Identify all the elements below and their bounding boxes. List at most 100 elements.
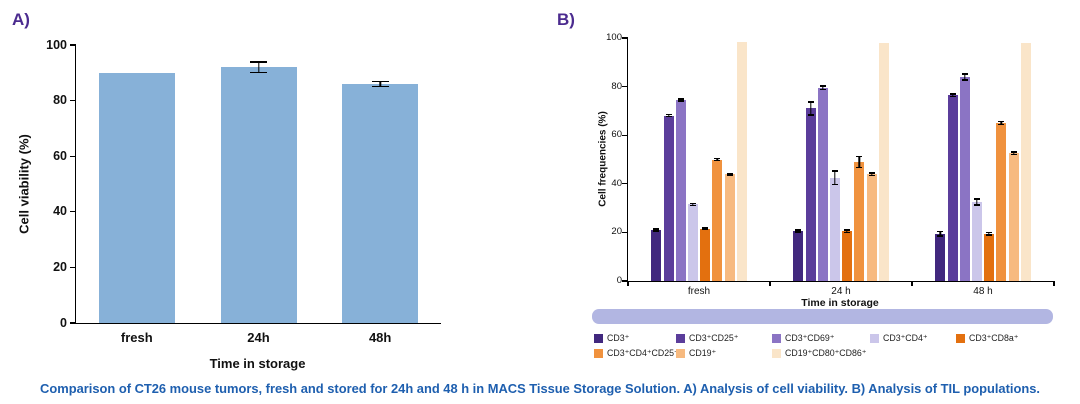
y-axis-tick-label: 100 [606, 32, 622, 43]
legend-item: CD19⁺ [676, 347, 772, 360]
error-bar-line [679, 98, 682, 102]
legend-label: CD19⁺ [689, 348, 717, 358]
error-bar-cap [371, 85, 389, 87]
error-bar-line [988, 231, 990, 236]
error-bar-line [858, 155, 860, 168]
y-axis-tick-label: 0 [616, 275, 622, 286]
y-axis-tick [70, 155, 76, 157]
y-axis-tick-label: 40 [611, 177, 622, 189]
error-bar [868, 172, 875, 176]
legend-swatch [870, 334, 879, 343]
error-bar-cap [998, 123, 1005, 125]
frequency-bar [971, 202, 982, 281]
x-category-label: 24 h [831, 286, 851, 297]
error-bar-cap [868, 172, 875, 174]
legend-label: CD3⁺CD4⁺CD25⁺ [607, 348, 679, 358]
legend-item: CD19⁺CD80⁺CD86⁺ [772, 347, 870, 360]
legend-label: CD3⁺CD8a⁺ [969, 333, 1019, 343]
x-category-label: 24h [247, 330, 270, 345]
error-bar-line [716, 158, 718, 161]
legend-label: CD3⁺CD25⁺ [689, 333, 739, 343]
frequency-bar [1020, 42, 1031, 281]
y-axis-tick [622, 183, 628, 185]
error-bar-cap [973, 198, 980, 200]
error-bar [653, 228, 660, 232]
frequencies-y-axis-label: Cell frequencies (%) [597, 111, 609, 207]
frequency-bar [817, 87, 828, 281]
frequency-bar [1008, 153, 1019, 281]
error-bar-cap [844, 231, 851, 234]
viability-chart: 0 20 40 60 80 100 fresh 24h 48h [46, 38, 441, 345]
frequency-bar [842, 231, 853, 281]
frequency-bar [829, 177, 840, 281]
error-bar-cap [714, 158, 721, 160]
y-axis-tick [622, 231, 628, 234]
error-bar [986, 231, 993, 236]
error-bar-cap [689, 202, 696, 205]
error-bar [665, 114, 672, 118]
viability-x-axis-label: Time in storage [209, 356, 306, 371]
error-bar-line [797, 229, 799, 233]
error-bar-cap [937, 230, 944, 233]
y-axis-tick-label: 20 [611, 226, 622, 238]
error-bar-line [976, 198, 978, 206]
error-bar-cap [856, 155, 863, 158]
error-bar-cap [961, 73, 968, 75]
y-axis-tick-label: 60 [611, 129, 622, 141]
error-bar-cap [1010, 153, 1017, 156]
error-bar-line [1000, 121, 1002, 125]
error-bar-line [846, 229, 848, 234]
error-bar-cap [973, 204, 980, 206]
frequency-bar [700, 228, 711, 281]
error-bar-line [257, 61, 260, 74]
error-bar-cap [702, 227, 709, 229]
error-bar-cap [250, 61, 267, 63]
legend-swatch [594, 334, 603, 343]
y-axis-tick-label: 80 [611, 80, 622, 92]
frequency-bar [663, 115, 674, 281]
error-bar-cap [949, 93, 956, 95]
error-bar-cap [689, 204, 696, 207]
frequency-bar [651, 229, 662, 281]
y-axis-tick [70, 322, 76, 324]
y-axis-tick [70, 99, 76, 102]
error-bar-line [704, 227, 706, 231]
legend-label: CD19⁺CD80⁺CD86⁺ [785, 348, 867, 358]
error-bar-cap [726, 172, 733, 174]
x-axis-tick [911, 281, 913, 286]
legend-item: CD3⁺CD8a⁺ [956, 332, 1056, 345]
x-axis-tick [769, 281, 771, 286]
error-bar [973, 198, 980, 206]
frequency-bar [866, 174, 877, 281]
frequency-bar [675, 99, 686, 281]
frequency-bar [878, 42, 889, 281]
frequencies-x-axis-label: Time in storage [801, 297, 879, 309]
error-bar-cap [868, 174, 875, 176]
legend-swatch [772, 349, 781, 358]
error-bar-cap [844, 229, 851, 231]
error-bar-cap [653, 230, 660, 232]
x-category-label: fresh [120, 330, 153, 345]
viability-bar [220, 67, 297, 323]
legend-swatch [676, 334, 685, 343]
error-bar-cap [807, 101, 814, 103]
legend-label: CD3⁺ [607, 333, 630, 343]
til-frequencies-chart: 0 20 40 60 80 100 fresh 24 h 48 h [606, 32, 1055, 297]
x-category-label: 48h [368, 330, 392, 345]
x-category-label: 48 h [973, 286, 993, 297]
error-bar [689, 202, 696, 207]
frequency-bar [712, 159, 723, 281]
error-bar-cap [726, 174, 733, 176]
panel-a-label: A) [12, 10, 30, 29]
legend-item: CD3⁺CD4⁺ [870, 332, 956, 345]
viability-y-axis-label: Cell viability (%) [16, 134, 32, 234]
error-bar-line [870, 172, 873, 176]
error-bar [844, 229, 851, 234]
legend-swatch [676, 349, 685, 358]
frequency-bar [959, 76, 970, 281]
error-bar-cap [677, 98, 684, 100]
error-bar-cap [714, 159, 721, 161]
frequency-bar [984, 233, 995, 281]
error-bar-line [809, 101, 812, 116]
